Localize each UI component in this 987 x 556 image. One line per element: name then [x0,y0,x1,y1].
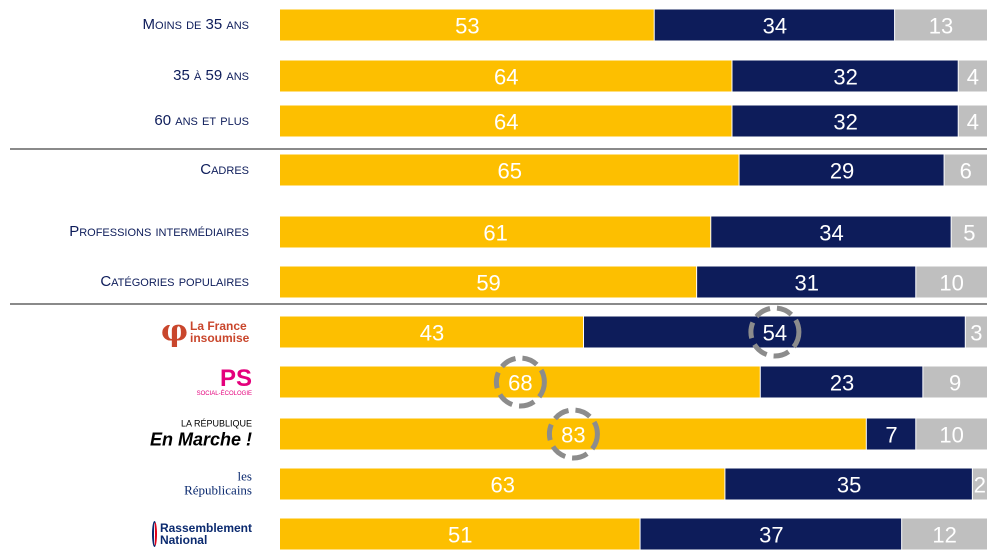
value-label: 32 [833,110,857,135]
value-label: 35 [837,473,861,498]
value-label: 83 [561,423,585,448]
bar-segment [725,468,972,500]
bar-segment [958,60,987,92]
value-label: 3 [970,321,982,346]
value-label: 65 [498,159,522,184]
bar-segment [866,418,916,450]
bar-segment [584,316,965,348]
bar-segment [944,154,987,186]
value-label: 64 [494,110,518,135]
bar-segment [916,418,987,450]
bar-segment [951,216,987,248]
value-label: 64 [494,65,518,90]
bar-segment [280,216,711,248]
category-label: 60 ans et plus [154,112,249,129]
bar-segment [711,216,951,248]
value-label: 53 [455,14,479,39]
category-label: 35 à 59 ans [173,67,249,84]
bar-segment [280,316,584,348]
bar-segment [916,266,987,298]
value-label: 43 [420,321,444,346]
logo-text: les Républicains [184,468,252,498]
value-label: 34 [819,221,843,246]
bar-segment [732,105,958,137]
value-label: 4 [967,65,979,90]
bar-segment [640,518,902,550]
highlight-circle [748,305,802,359]
value-label: 10 [939,423,963,448]
bar-segment [958,105,987,137]
bar-segment [280,105,732,137]
value-label: 63 [490,473,514,498]
logo: LA RÉPUBLIQUE En Marche ! [149,418,252,450]
value-label: 29 [830,159,854,184]
value-label: 4 [967,110,979,135]
category-label: Moins de 35 ans [142,16,249,33]
category-label: Cadres [200,161,249,178]
bar-segment [895,9,987,41]
bar-segment [280,366,760,398]
value-label: 61 [483,221,507,246]
logo-subtext: SOCIAL-ÉCOLOGIE [196,391,252,397]
bar-segment [697,266,916,298]
value-label: 68 [508,371,532,396]
highlight-circle [546,407,600,461]
logo: φ La France insoumise [161,317,252,347]
value-label: 51 [448,523,472,548]
bar-segment [280,468,725,500]
value-label: 31 [794,271,818,296]
value-label: 59 [476,271,500,296]
value-label: 54 [763,321,787,346]
bar-segment [280,266,697,298]
logo: les Républicains [182,468,252,499]
bar-segment [280,9,654,41]
logo-text: En Marche ! [149,429,252,450]
value-label: 9 [949,371,961,396]
value-label: 13 [929,14,953,39]
highlight-circle [493,355,547,409]
value-label: 34 [763,14,787,39]
category-label: Professions intermédiaires [69,223,249,240]
bar-segment [732,60,958,92]
value-label: 2 [974,473,986,498]
logo: PS SOCIAL-ÉCOLOGIE [196,365,252,398]
bar-segment [280,154,739,186]
value-label: 32 [833,65,857,90]
bar-segment [760,366,923,398]
bar-segment [923,366,987,398]
value-label: 6 [960,159,972,184]
logo-symbol [152,521,157,547]
logo-symbol: φ [160,314,188,349]
bar-segment [280,418,866,450]
bar-segment [739,154,944,186]
category-label: Catégories populaires [100,273,249,290]
bar-segment [972,468,987,500]
logo-text: La France insoumise [190,319,250,345]
bar-segment [280,518,640,550]
bar-segment [902,518,987,550]
logo-subtext: LA RÉPUBLIQUE [180,418,252,429]
logo-text: PS [219,365,252,392]
value-label: 10 [939,271,963,296]
value-label: 5 [963,221,975,246]
value-label: 7 [885,423,897,448]
value-label: 23 [830,371,854,396]
value-label: 37 [759,523,783,548]
bar-segment [280,60,732,92]
bar-segment [654,9,895,41]
value-label: 12 [932,523,956,548]
logo: Rassemblement National [152,521,252,547]
logo-text: Rassemblement National [159,521,252,547]
bar-segment [965,316,987,348]
